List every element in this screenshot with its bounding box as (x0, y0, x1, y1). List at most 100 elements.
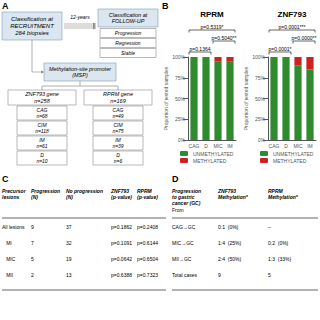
svg-text:n=49: n=49 (112, 113, 123, 119)
svg-text:264 biopsies: 264 biopsies (14, 30, 49, 36)
svg-text:0:1 (0%): 0:1 (0%) (218, 224, 239, 230)
svg-text:METHYLATED: METHYLATED (273, 158, 307, 164)
svg-text:p=0.7323: p=0.7323 (137, 272, 158, 278)
svg-text:25%: 25% (175, 116, 186, 122)
svg-text:(N): (N) (66, 194, 73, 200)
svg-text:ZNF793 gene: ZNF793 gene (24, 91, 59, 97)
svg-text:37: 37 (66, 224, 72, 230)
svg-text:p=0.6144: p=0.6144 (137, 240, 158, 246)
svg-text:lesions: lesions (2, 194, 19, 200)
svg-text:Classification at: Classification at (109, 12, 148, 18)
svg-text:p=0.0001*: p=0.0001* (269, 46, 292, 52)
svg-text:7: 7 (31, 240, 34, 246)
svg-text:MIC: MIC (213, 143, 223, 149)
svg-text:METHYLATED: METHYLATED (193, 158, 227, 164)
svg-text:50%: 50% (255, 96, 266, 102)
svg-text:(N): (N) (31, 194, 38, 200)
svg-text:RPRM: RPRM (200, 10, 224, 19)
svg-text:CAG: CAG (269, 143, 280, 149)
svg-text:MI: MI (2, 240, 12, 246)
svg-text:p=0.0001***: p=0.0001*** (279, 24, 306, 30)
svg-text:1:4 (25%): 1:4 (25%) (218, 240, 241, 246)
svg-text:Methylation-site promoter: Methylation-site promoter (49, 66, 112, 72)
svg-text:p=0.0000**: p=0.0000** (292, 35, 317, 41)
svg-text:50%: 50% (175, 96, 186, 102)
svg-text:n=61: n=61 (36, 143, 47, 149)
svg-text:n=68: n=68 (36, 113, 47, 119)
svg-text:Regression: Regression (115, 40, 141, 46)
svg-text:–: – (268, 224, 271, 230)
svg-text:n=118: n=118 (35, 128, 49, 134)
svg-text:Proportion of tested samples: Proportion of tested samples (163, 66, 169, 130)
svg-text:p=0.2408: p=0.2408 (137, 224, 158, 230)
svg-text:Methylation*: Methylation* (268, 194, 299, 200)
svg-text:0%: 0% (258, 137, 266, 143)
svg-text:p=0.5319*: p=0.5319* (201, 24, 224, 30)
svg-text:FOLLOW-UP: FOLLOW-UP (112, 18, 145, 24)
svg-text:n=75: n=75 (112, 128, 123, 134)
svg-text:(p-value): (p-value) (137, 194, 158, 200)
svg-text:0%: 0% (178, 137, 186, 143)
svg-text:D: D (204, 143, 208, 149)
svg-text:UNMETHYLATED: UNMETHYLATED (273, 151, 314, 157)
svg-text:n=39: n=39 (112, 143, 123, 149)
svg-text:100%: 100% (172, 54, 185, 60)
svg-text:MII: MII (2, 272, 13, 278)
svg-text:2:4 (50%): 2:4 (50%) (218, 256, 241, 262)
svg-text:A: A (2, 1, 9, 11)
svg-text:Classification at: Classification at (11, 16, 53, 22)
svg-text:p=0.1364: p=0.1364 (190, 46, 211, 52)
svg-text:Total cases: Total cases (172, 272, 198, 278)
svg-text:n=258: n=258 (34, 98, 50, 104)
svg-text:cancer (GC): cancer (GC) (172, 200, 201, 206)
svg-text:75%: 75% (175, 75, 186, 81)
svg-text:p=0.1091: p=0.1091 (111, 240, 132, 246)
svg-text:All lesions: All lesions (2, 224, 25, 230)
svg-text:5: 5 (268, 272, 271, 278)
svg-text:CAG: CAG (189, 143, 200, 149)
svg-text:100%: 100% (252, 54, 265, 60)
svg-text:Proportion of tested samples: Proportion of tested samples (243, 66, 249, 130)
svg-text:p=0.6388: p=0.6388 (111, 272, 132, 278)
svg-text:C: C (2, 174, 9, 184)
svg-text:p=0.5040**: p=0.5040** (212, 35, 237, 41)
svg-text:p=0.1862: p=0.1862 (111, 224, 132, 230)
svg-text:IM: IM (307, 143, 313, 149)
svg-text:13: 13 (66, 272, 72, 278)
svg-text:32: 32 (66, 240, 72, 246)
svg-text:MIC: MIC (293, 143, 303, 149)
svg-text:5: 5 (31, 256, 34, 262)
svg-text:UNMETHYLATED: UNMETHYLATED (193, 151, 234, 157)
svg-text:n=169: n=169 (110, 98, 125, 104)
svg-text:n=10: n=10 (36, 158, 47, 164)
svg-text:9: 9 (31, 224, 34, 230)
svg-text:D: D (172, 174, 179, 184)
svg-text:Progression: Progression (115, 30, 142, 36)
svg-text:MII→GC: MII→GC (172, 256, 192, 262)
svg-text:9: 9 (218, 272, 221, 278)
svg-text:p=0.6504: p=0.6504 (137, 256, 158, 262)
svg-text:p=0.0642: p=0.0642 (111, 256, 132, 262)
svg-text:MIC: MIC (2, 256, 16, 262)
svg-text:Methylation*: Methylation* (218, 194, 249, 200)
svg-text:D: D (284, 143, 288, 149)
svg-text:Stable: Stable (121, 50, 135, 56)
svg-text:RPRM gene: RPRM gene (103, 91, 133, 97)
svg-text:25%: 25% (255, 116, 266, 122)
svg-text:RECRUITMENT: RECRUITMENT (10, 23, 55, 29)
svg-text:From: From (172, 207, 184, 213)
svg-text:ZNF793: ZNF793 (278, 10, 307, 19)
svg-text:12-years: 12-years (70, 14, 90, 20)
svg-text:1:3 (33%): 1:3 (33%) (268, 256, 291, 262)
svg-text:IM: IM (227, 143, 233, 149)
svg-text:(p-value): (p-value) (111, 194, 132, 200)
svg-text:75%: 75% (255, 75, 266, 81)
svg-text:B: B (162, 1, 169, 11)
svg-text:19: 19 (66, 256, 72, 262)
svg-text:MIC→GC: MIC→GC (172, 240, 194, 246)
svg-text:(MSP): (MSP) (72, 72, 88, 78)
svg-text:n=6: n=6 (114, 158, 123, 164)
svg-text:0:2 (0%): 0:2 (0%) (268, 240, 289, 246)
svg-text:CAG→GC: CAG→GC (172, 224, 196, 230)
svg-text:2: 2 (31, 272, 34, 278)
